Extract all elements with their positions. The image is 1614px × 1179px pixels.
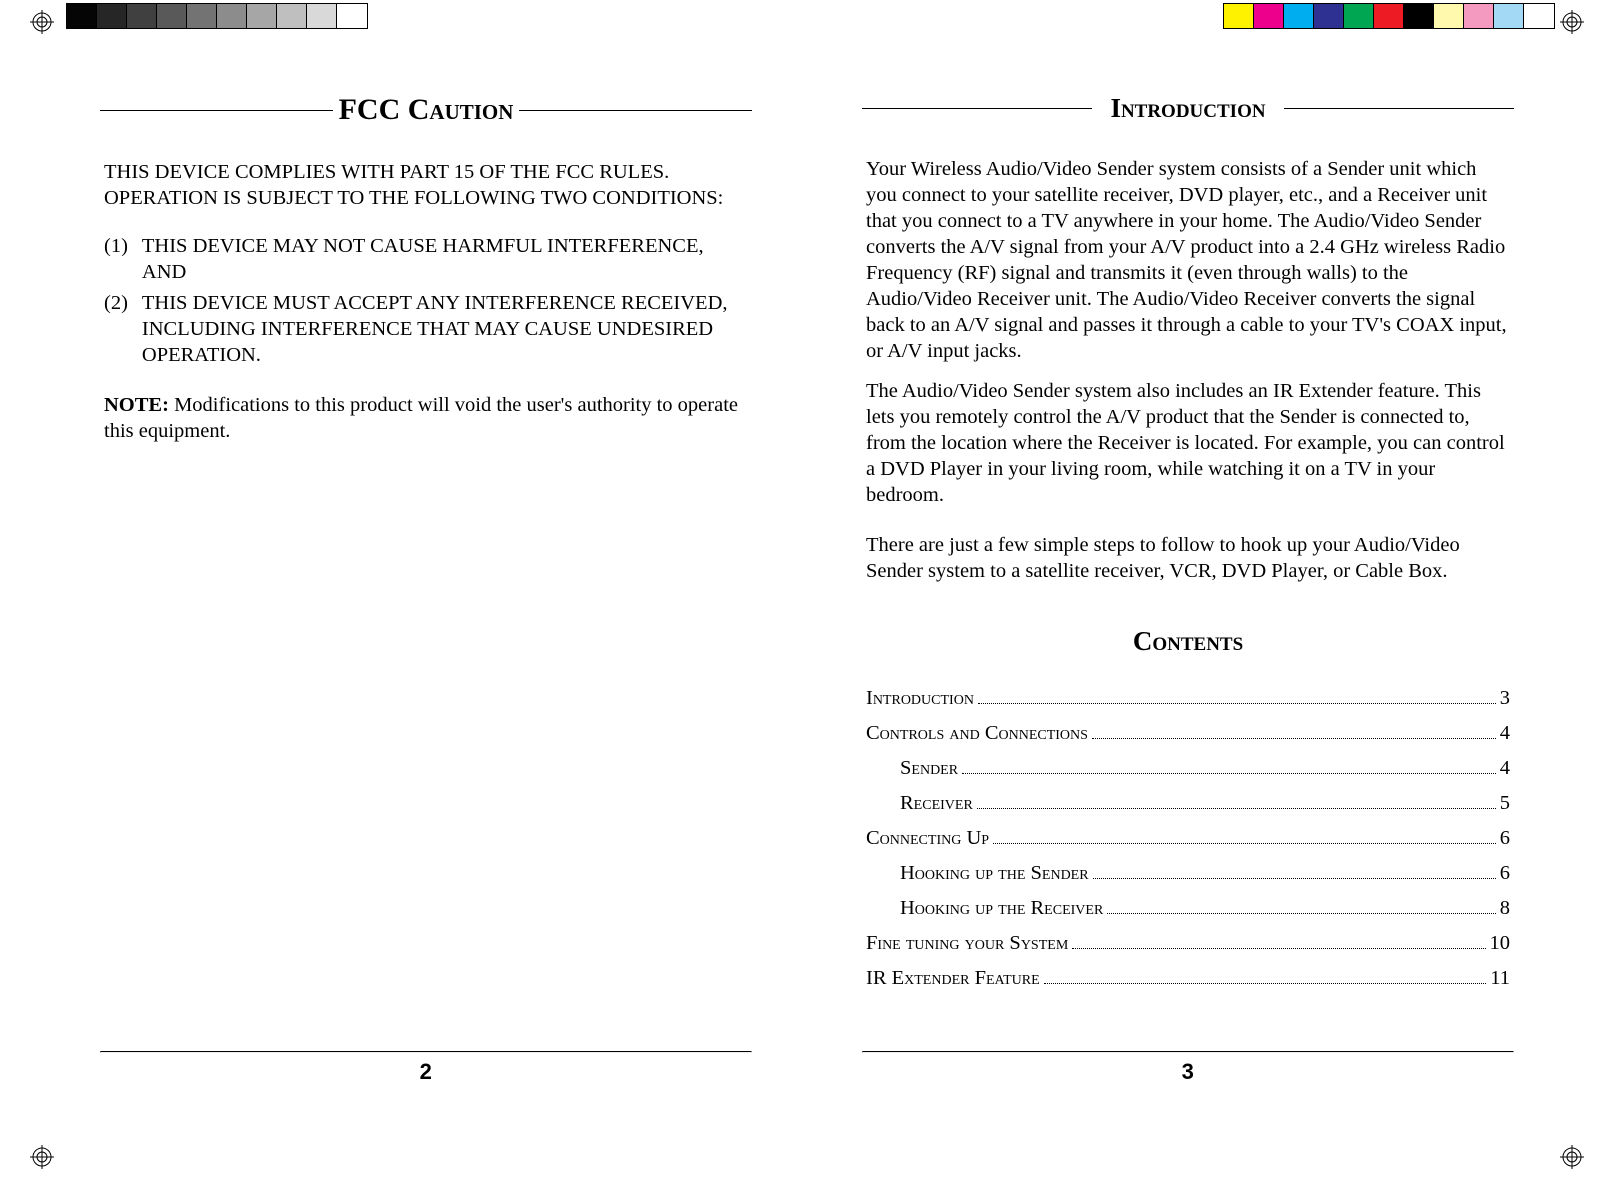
color-swatch [277, 4, 307, 28]
footer-rule [862, 1051, 1514, 1053]
color-swatch [1404, 4, 1434, 28]
toc-label: Hooking up the Sender [900, 862, 1089, 885]
toc-label: Sender [900, 757, 958, 780]
page-number: 3 [862, 1059, 1514, 1085]
color-swatch [1284, 4, 1314, 28]
toc-row: Sender 4 [866, 757, 1510, 780]
table-of-contents: Introduction3Controls and Connections4Se… [862, 687, 1514, 1002]
toc-page: 4 [1500, 722, 1510, 745]
toc-page: 4 [1500, 757, 1510, 780]
color-swatch [187, 4, 217, 28]
registration-mark-icon [30, 10, 54, 34]
toc-row: Hooking up the Sender 6 [866, 862, 1510, 885]
color-swatch [217, 4, 247, 28]
toc-leader [993, 843, 1496, 844]
toc-row: Introduction 3 [866, 687, 1510, 710]
list-item-number: (2) [104, 290, 128, 369]
color-swatch [1374, 4, 1404, 28]
page-number: 2 [100, 1059, 752, 1085]
footer-rule [100, 1051, 752, 1053]
toc-row: Hooking up the Receiver 8 [866, 897, 1510, 920]
intro-para-3: There are just a few simple steps to fol… [866, 532, 1510, 584]
toc-page: 6 [1500, 827, 1510, 850]
toc-page: 8 [1500, 897, 1510, 920]
toc-row: Connecting Up 6 [866, 827, 1510, 850]
section-header-fcc: FCC Caution [100, 93, 752, 127]
intro-para-1: Your Wireless Audio/Video Sender system … [866, 156, 1510, 364]
list-item: (2) THIS DEVICE MUST ACCEPT ANY INTERFERE… [104, 290, 748, 369]
toc-page: 3 [1500, 687, 1510, 710]
toc-row: Fine tuning your System 10 [866, 932, 1510, 955]
toc-label: Connecting Up [866, 827, 989, 850]
toc-label: Fine tuning your System [866, 932, 1068, 955]
color-swatch [1434, 4, 1464, 28]
toc-label: IR Extender Feature [866, 967, 1040, 990]
color-swatch [127, 4, 157, 28]
fcc-note: NOTE: Modifications to this product will… [104, 392, 748, 444]
page-right: Introduction Your Wireless Audio/Video S… [862, 75, 1514, 1124]
list-item-text: THIS DEVICE MUST ACCEPT ANY INTERFERENCE… [142, 290, 748, 369]
toc-leader [1093, 878, 1496, 879]
toc-label: Hooking up the Receiver [900, 897, 1103, 920]
toc-leader [977, 808, 1496, 809]
intro-para-2: The Audio/Video Sender system also inclu… [866, 378, 1510, 508]
color-swatch [1314, 4, 1344, 28]
color-swatch [157, 4, 187, 28]
registration-mark-icon [1560, 1145, 1584, 1169]
toc-row: IR Extender Feature 11 [866, 967, 1510, 990]
color-swatch [67, 4, 97, 28]
page-left: FCC Caution THIS DEVICE COMPLIES WITH PA… [100, 75, 752, 1124]
color-swatch [1524, 4, 1554, 28]
toc-leader [1044, 983, 1487, 984]
registration-mark-icon [30, 1145, 54, 1169]
note-label: NOTE: [104, 394, 169, 416]
toc-label: Controls and Connections [866, 722, 1088, 745]
color-swatch [1254, 4, 1284, 28]
fcc-intro: THIS DEVICE COMPLIES WITH PART 15 OF THE… [104, 159, 748, 211]
color-swatch [247, 4, 277, 28]
toc-label: Introduction [866, 687, 974, 710]
color-swatch [307, 4, 337, 28]
color-swatch [1224, 4, 1254, 28]
toc-page: 6 [1500, 862, 1510, 885]
list-item-number: (1) [104, 233, 128, 285]
fcc-conditions-list: (1) THIS DEVICE MAY NOT CAUSE HARMFUL INT… [104, 233, 748, 368]
color-swatch [97, 4, 127, 28]
note-text: Modifications to this product will void … [104, 394, 738, 442]
toc-leader [1092, 738, 1496, 739]
toc-page: 5 [1500, 792, 1510, 815]
color-swatch [1464, 4, 1494, 28]
color-swatch [337, 4, 367, 28]
section-title: Introduction [1092, 93, 1283, 124]
toc-row: Receiver 5 [866, 792, 1510, 815]
colorbar-grayscale [67, 4, 367, 28]
color-swatch [1344, 4, 1374, 28]
toc-page: 11 [1490, 967, 1510, 990]
color-swatch [1494, 4, 1524, 28]
section-header-intro: Introduction [862, 93, 1514, 124]
toc-leader [1072, 948, 1485, 949]
list-item-text: THIS DEVICE MAY NOT CAUSE HARMFUL INTERF… [142, 233, 748, 285]
toc-leader [978, 703, 1496, 704]
colorbar-process [1224, 4, 1554, 28]
toc-page: 10 [1490, 932, 1511, 955]
toc-leader [1107, 913, 1495, 914]
section-title: FCC Caution [333, 93, 520, 127]
registration-mark-icon [1560, 10, 1584, 34]
toc-leader [962, 773, 1496, 774]
list-item: (1) THIS DEVICE MAY NOT CAUSE HARMFUL INT… [104, 233, 748, 285]
contents-title: Contents [862, 626, 1514, 657]
toc-label: Receiver [900, 792, 973, 815]
toc-row: Controls and Connections 4 [866, 722, 1510, 745]
